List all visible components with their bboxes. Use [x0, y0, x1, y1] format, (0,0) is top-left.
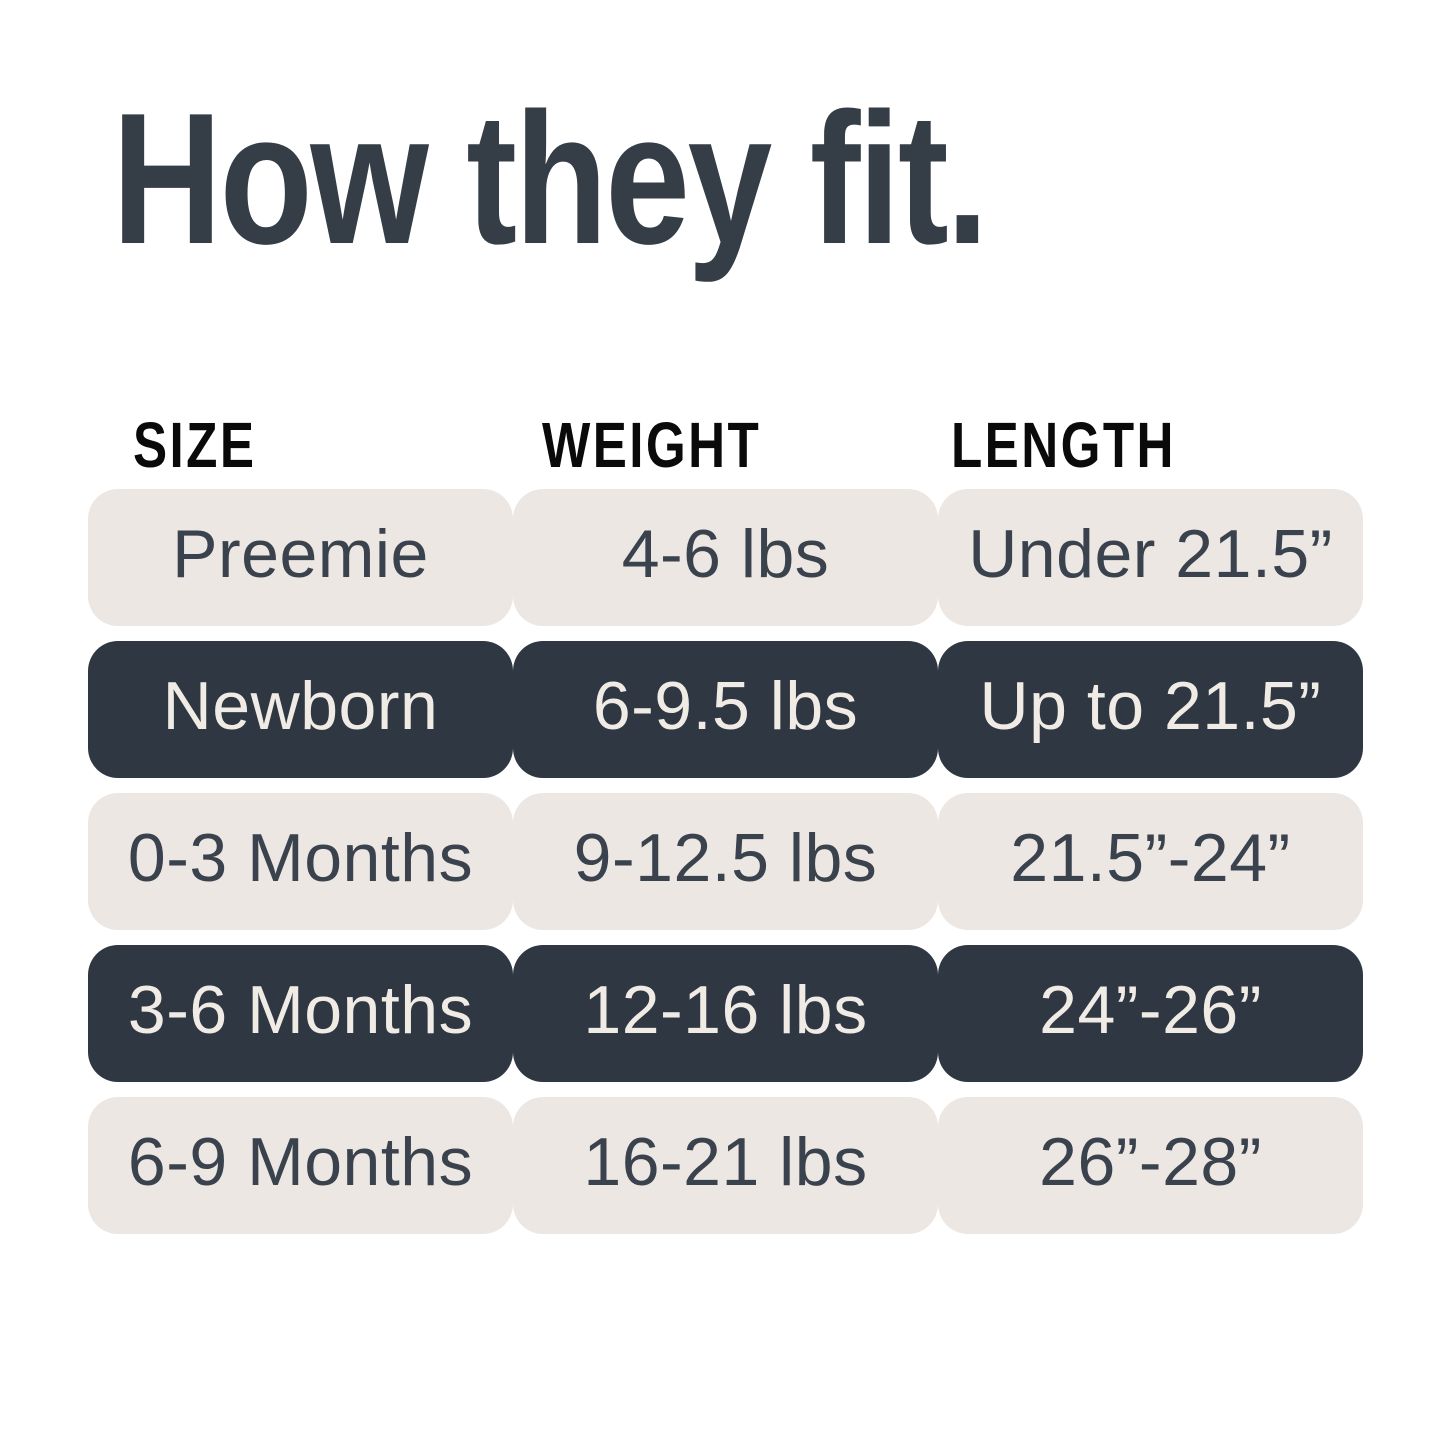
- size-cell: Newborn: [88, 641, 513, 778]
- table-row-preemie: Preemie 4-6 lbs Under 21.5”: [88, 489, 1363, 626]
- column-header-size: SIZE: [133, 409, 257, 481]
- weight-cell: 4-6 lbs: [513, 489, 938, 626]
- table-row-0-3-months: 0-3 Months 9-12.5 lbs 21.5”-24”: [88, 793, 1363, 930]
- column-header-weight-cell: WEIGHT: [513, 413, 938, 477]
- length-cell: Up to 21.5”: [938, 641, 1363, 778]
- length-cell: 26”-28”: [938, 1097, 1363, 1234]
- weight-cell: 12-16 lbs: [513, 945, 938, 1082]
- table-row-3-6-months: 3-6 Months 12-16 lbs 24”-26”: [88, 945, 1363, 1082]
- table-body: Preemie 4-6 lbs Under 21.5” Newborn 6-9.…: [88, 489, 1363, 1234]
- length-cell: Under 21.5”: [938, 489, 1363, 626]
- size-table: SIZE WEIGHT LENGTH Preemie 4-6 lbs Under…: [88, 413, 1363, 1234]
- weight-cell: 6-9.5 lbs: [513, 641, 938, 778]
- table-row-6-9-months: 6-9 Months 16-21 lbs 26”-28”: [88, 1097, 1363, 1234]
- size-cell: 3-6 Months: [88, 945, 513, 1082]
- size-cell: 0-3 Months: [88, 793, 513, 930]
- column-header-length: LENGTH: [951, 409, 1176, 481]
- table-row-newborn: Newborn 6-9.5 lbs Up to 21.5”: [88, 641, 1363, 778]
- column-header-size-cell: SIZE: [88, 413, 513, 477]
- column-header-weight: WEIGHT: [542, 409, 762, 481]
- weight-cell: 16-21 lbs: [513, 1097, 938, 1234]
- length-cell: 21.5”-24”: [938, 793, 1363, 930]
- page-title-text: How they fit.: [112, 74, 989, 283]
- column-header-length-cell: LENGTH: [938, 413, 1363, 477]
- weight-cell: 9-12.5 lbs: [513, 793, 938, 930]
- page-title: How they fit.: [112, 85, 1185, 272]
- table-header-row: SIZE WEIGHT LENGTH: [88, 413, 1363, 477]
- size-cell: Preemie: [88, 489, 513, 626]
- length-cell: 24”-26”: [938, 945, 1363, 1082]
- size-cell: 6-9 Months: [88, 1097, 513, 1234]
